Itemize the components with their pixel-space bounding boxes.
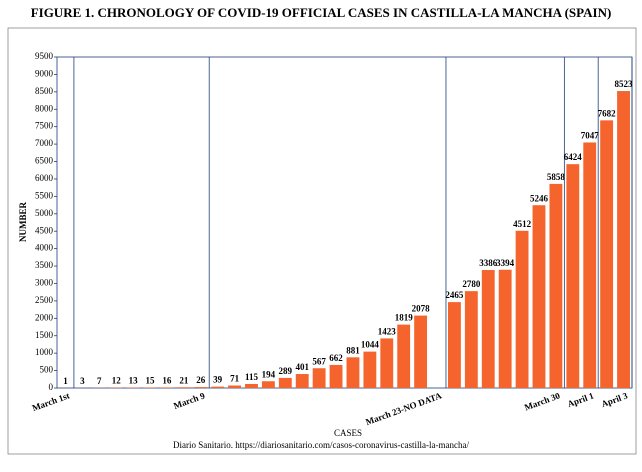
bar <box>380 338 394 388</box>
value-label: 71 <box>230 374 240 384</box>
value-label: 662 <box>329 353 343 363</box>
value-label: 1819 <box>395 313 414 323</box>
x-tick-label: March 23-NO DATA <box>364 390 443 427</box>
bar <box>329 364 343 388</box>
y-tick-label: 6000 <box>35 173 54 183</box>
bar <box>261 381 275 388</box>
y-tick-label: 3000 <box>35 278 54 288</box>
y-tick-label: 1500 <box>35 330 54 340</box>
y-tick-label: 3500 <box>35 260 54 270</box>
bar <box>600 120 614 388</box>
bar <box>160 387 174 388</box>
bar <box>228 385 241 388</box>
value-label: 1 <box>63 376 68 386</box>
chart-frame <box>7 27 637 455</box>
value-label: 12 <box>112 376 122 386</box>
value-label: 7 <box>97 376 102 386</box>
x-tick-label: March 30 <box>523 390 562 412</box>
source: Diario Sanitario. https://diariosanitari… <box>173 440 469 450</box>
x-tick-label: March 9 <box>172 390 207 411</box>
bar <box>498 269 512 388</box>
value-label: 5246 <box>530 193 549 203</box>
bar <box>194 387 208 388</box>
value-label: 21 <box>179 375 189 385</box>
y-tick-label: 1000 <box>35 347 54 357</box>
y-tick-label: 4500 <box>35 225 54 235</box>
value-label: 6424 <box>564 152 583 162</box>
value-label: 16 <box>162 376 172 386</box>
value-label: 7047 <box>581 131 600 141</box>
bar <box>448 302 461 388</box>
bar <box>245 383 258 388</box>
chart-title: FIGURE 1. CHRONOLOGY OF COVID-19 OFFICIA… <box>31 5 612 20</box>
bar <box>346 357 360 388</box>
value-label: 289 <box>279 366 293 376</box>
bar <box>278 377 292 388</box>
y-tick-label: 4000 <box>35 243 54 253</box>
value-label: 8523 <box>615 79 634 89</box>
x-tick-label: April 3 <box>600 390 629 409</box>
value-label: 26 <box>196 375 206 385</box>
value-label: 881 <box>346 345 360 355</box>
value-label: 2780 <box>462 279 481 289</box>
value-label: 39 <box>213 375 223 385</box>
y-tick-label: 9500 <box>35 51 54 61</box>
bar <box>363 351 377 388</box>
bar <box>143 387 157 388</box>
y-tick-label: 6500 <box>35 156 54 166</box>
bar <box>312 368 326 388</box>
y-tick-label: 500 <box>40 365 54 375</box>
y-tick-label: 5000 <box>35 208 54 218</box>
bar <box>397 324 411 388</box>
value-label: 5858 <box>547 172 566 182</box>
x-tick-label: March 1st <box>31 390 71 413</box>
bar <box>464 291 478 388</box>
value-label: 3394 <box>496 258 515 268</box>
bar <box>549 183 563 388</box>
bar <box>177 387 191 388</box>
y-tick-label: 0 <box>49 382 54 392</box>
value-label: 194 <box>262 369 276 379</box>
y-tick-label: 9000 <box>35 68 54 78</box>
value-label: 1044 <box>361 340 380 350</box>
y-tick-label: 2500 <box>35 295 54 305</box>
value-label: 2465 <box>445 290 464 300</box>
value-label: 15 <box>146 376 156 386</box>
x-tick-label: April 1 <box>566 390 595 409</box>
x-axis-label: CASES <box>334 428 362 438</box>
y-tick-label: 8000 <box>35 103 54 113</box>
value-label: 3386 <box>479 258 498 268</box>
y-tick-label: 5500 <box>35 190 54 200</box>
bar <box>414 315 428 388</box>
value-label: 7682 <box>598 108 617 118</box>
bar <box>515 230 529 388</box>
bar <box>617 91 630 388</box>
value-label: 3 <box>80 376 85 386</box>
value-label: 1423 <box>378 326 397 336</box>
bar <box>532 205 546 388</box>
value-label: 401 <box>295 362 309 372</box>
y-tick-label: 7000 <box>35 138 54 148</box>
y-tick-label: 2000 <box>35 312 54 322</box>
value-label: 4512 <box>513 219 532 229</box>
bar <box>566 164 580 388</box>
y-tick-label: 8500 <box>35 86 54 96</box>
plot-frame <box>56 56 633 389</box>
bar <box>583 142 597 388</box>
bar <box>295 374 309 388</box>
value-label: 2078 <box>412 304 431 314</box>
value-label: 13 <box>129 376 139 386</box>
value-label: 567 <box>312 356 326 366</box>
y-axis-label: NUMBER <box>18 202 28 242</box>
value-label: 115 <box>245 372 259 382</box>
bar <box>211 386 225 388</box>
y-tick-label: 7500 <box>35 121 54 131</box>
bar <box>481 270 495 388</box>
